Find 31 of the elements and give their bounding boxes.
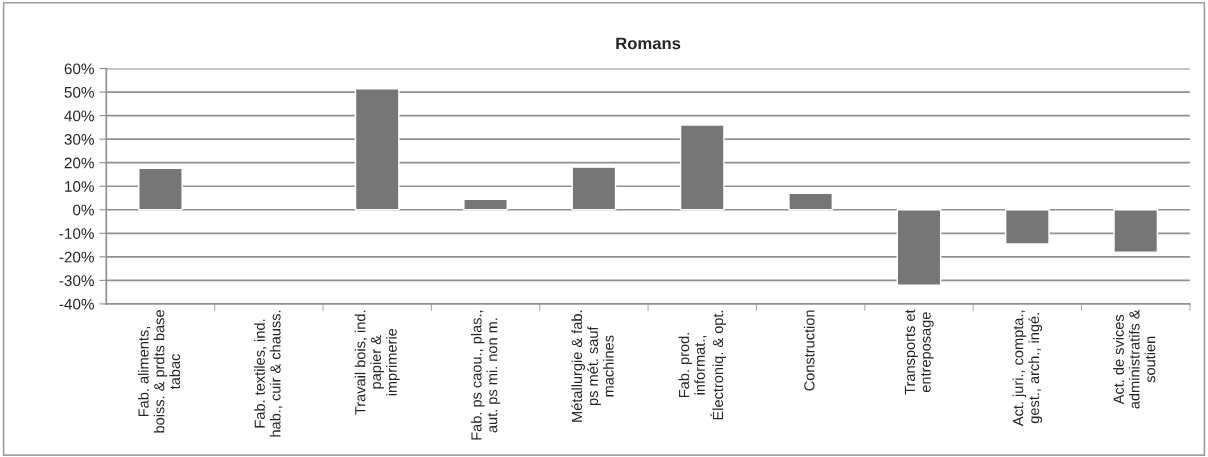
x-tick-label: Act. de svices administratifs & soutien — [1113, 309, 1156, 409]
bar — [571, 166, 617, 211]
x-tick-label: Fab. textiles, ind. hab., cuir & chauss. — [254, 310, 283, 437]
x-tick-label: Construction — [803, 310, 815, 391]
bar — [1004, 209, 1050, 245]
y-tick-label: 0% — [73, 204, 94, 216]
y-tick-label: 40% — [64, 110, 94, 122]
chart-title: Romans — [616, 37, 681, 50]
x-tick-label: Fab. ps caou., plas., aut. ps mi. non m. — [470, 310, 501, 440]
y-tick-label: -10% — [59, 228, 94, 239]
y-tick-label: 10% — [65, 181, 94, 192]
y-tick-label: 20% — [64, 157, 94, 169]
x-tick-label: Métallurgie & fab. ps mét. sauf machines — [571, 310, 614, 422]
y-tick-label: -20% — [59, 251, 94, 263]
y-tick-label: 60% — [64, 63, 94, 75]
y-tick-label: 30% — [64, 134, 94, 145]
y-tick-label: -30% — [59, 275, 94, 287]
bar — [679, 124, 725, 211]
y-tick-label: -40% — [59, 298, 94, 310]
x-tick-label: Transports et entreposage — [904, 309, 934, 395]
y-tick-label: 50% — [64, 86, 94, 98]
bar — [1113, 209, 1159, 253]
x-tick-label: Fab. aliments, boiss. & prdts base tabac — [137, 310, 181, 433]
bar — [463, 198, 508, 211]
x-tick-label: Fab. prod. informat., Électroniq. & opt. — [678, 310, 727, 420]
bar — [354, 88, 400, 211]
x-tick-label: Act. juri., compta., gest., arch., ingé. — [1012, 310, 1043, 427]
bar — [896, 209, 942, 286]
bar — [788, 192, 833, 211]
x-tick-label: Travail bois, ind. papier & imprimerie — [354, 310, 400, 415]
bar — [138, 167, 183, 211]
